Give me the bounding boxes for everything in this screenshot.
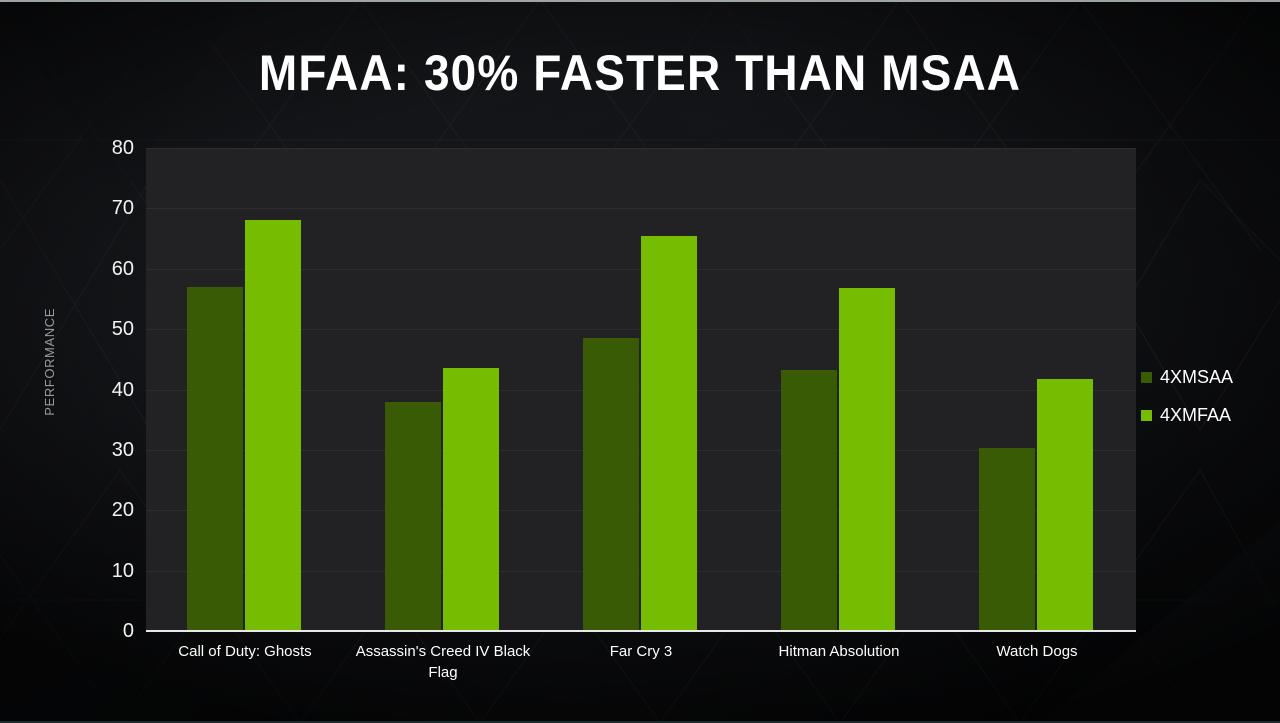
y-axis-tick-label: 70 [111, 197, 134, 220]
legend-item[interactable]: 4XMSAA [1141, 358, 1273, 396]
plot-area [146, 148, 1136, 631]
page-title: MFAA: 30% FASTER THAN MSAA [258, 45, 1022, 101]
y-axis-tick-label: 10 [111, 559, 134, 582]
x-axis-category-label: Assassin's Creed IV Black Flag [355, 643, 531, 681]
bar-mfaa [1037, 379, 1093, 631]
y-axis-tick-label: 60 [111, 257, 134, 280]
bar-msaa [187, 286, 243, 631]
bar-mfaa [245, 220, 301, 631]
y-axis-tick-label: 50 [111, 318, 134, 341]
y-axis-tick-label: 20 [111, 499, 134, 522]
y-axis-tick-label: 0 [122, 620, 134, 642]
x-axis-category-label: Far Cry 3 [609, 643, 673, 660]
bar-mfaa [839, 288, 895, 631]
slide-bottom-rule [0, 721, 1280, 723]
y-axis-tick-labels: 80 70 60 50 40 30 20 10 0 [78, 138, 134, 641]
legend-swatch-icon [1141, 371, 1152, 383]
x-axis-category-label: Hitman Absolution [778, 643, 900, 660]
x-axis-category-label: Call of Duty: Ghosts [178, 643, 312, 660]
bar-msaa [583, 337, 639, 631]
y-axis-tick-label: 30 [111, 438, 134, 461]
bar-mfaa [641, 236, 697, 631]
bar-msaa [781, 369, 837, 631]
y-axis-tick-label: 40 [111, 378, 134, 401]
bar-msaa [979, 448, 1035, 631]
x-axis-line [146, 630, 1136, 632]
bar-msaa [385, 401, 441, 631]
y-axis-tick-label: 80 [111, 137, 134, 159]
legend-swatch-icon [1141, 409, 1152, 421]
gridline [146, 208, 1136, 210]
legend: 4XMSAA 4XMFAA [1141, 358, 1273, 434]
bar-mfaa [443, 368, 499, 631]
legend-item[interactable]: 4XMFAA [1141, 396, 1273, 434]
legend-label: 4XMFAA [1160, 404, 1232, 425]
slide-top-rule [0, 0, 1280, 2]
gridline [146, 148, 1136, 149]
y-axis-title: PERFORMANCE [42, 308, 57, 416]
x-axis-category-label: Watch Dogs [996, 643, 1078, 660]
legend-label: 4XMSAA [1160, 366, 1234, 387]
